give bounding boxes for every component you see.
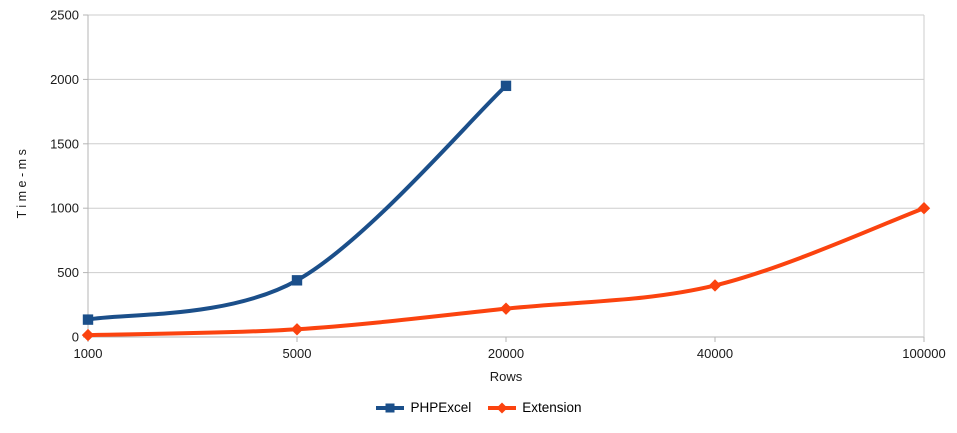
svg-text:1500: 1500	[50, 136, 79, 151]
extension-line-diamond-icon	[488, 402, 517, 413]
y-axis-title: Time-ms	[15, 145, 29, 219]
svg-text:40000: 40000	[697, 346, 733, 361]
svg-text:1000: 1000	[74, 346, 103, 361]
legend-item-phpexcel: PHPExcel	[375, 400, 471, 415]
svg-text:2000: 2000	[50, 72, 79, 87]
legend-item-extension: Extension	[487, 400, 582, 415]
x-axis-title: Rows	[489, 369, 523, 384]
svg-text:5000: 5000	[283, 346, 312, 361]
phpexcel-line-square-icon	[376, 403, 405, 412]
legend: PHPExcel Extension	[0, 400, 957, 415]
svg-text:2500: 2500	[50, 8, 79, 23]
legend-label: PHPExcel	[410, 400, 472, 415]
svg-text:20000: 20000	[488, 346, 524, 361]
svg-text:0: 0	[72, 330, 79, 345]
svg-text:100000: 100000	[902, 346, 945, 361]
legend-label: Extension	[522, 400, 582, 415]
svg-text:1000: 1000	[50, 201, 79, 216]
svg-text:500: 500	[57, 265, 79, 280]
